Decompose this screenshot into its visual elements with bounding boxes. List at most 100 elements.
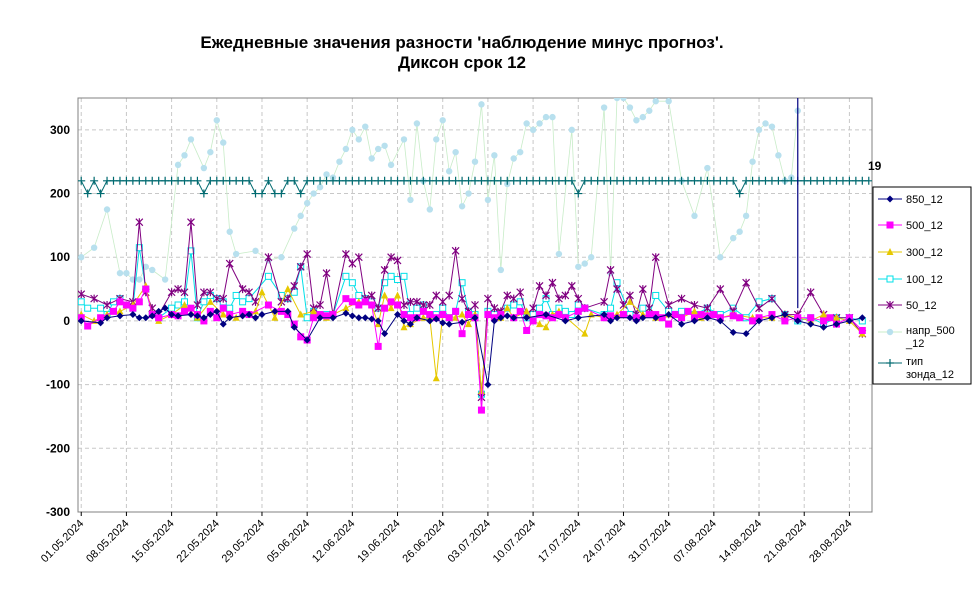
chart-title-line-1: Ежедневные значения разности 'наблюдение… <box>200 33 723 52</box>
point-100_12 <box>355 291 363 299</box>
point-tip_zonda_12 <box>264 176 273 185</box>
point-500_12 <box>129 304 137 312</box>
point-50_12 <box>225 259 234 268</box>
point-500_12 <box>458 330 466 338</box>
point-napr_500_12 <box>613 98 621 102</box>
point-850_12 <box>807 320 815 328</box>
legend-item-50_12: 50_12 <box>878 300 937 312</box>
point-500_12 <box>529 317 537 325</box>
point-50_12 <box>509 294 518 303</box>
point-300_12 <box>503 304 511 312</box>
point-500_12 <box>84 322 92 330</box>
point-850_12 <box>458 318 466 326</box>
point-500_12 <box>729 312 737 320</box>
legend-marker <box>886 301 894 309</box>
point-850_12 <box>832 320 840 328</box>
point-50_12 <box>645 304 654 313</box>
point-300_12 <box>310 307 318 315</box>
point-300_12 <box>116 307 124 315</box>
point-300_12 <box>206 297 214 305</box>
point-500_12 <box>665 320 673 328</box>
point-500_12 <box>536 311 544 319</box>
legend-label: 850_12 <box>906 194 943 206</box>
point-tip_zonda_12 <box>96 189 105 198</box>
point-napr_500_12 <box>536 120 543 127</box>
point-napr_500_12 <box>736 228 743 235</box>
point-850_12 <box>768 314 776 322</box>
point-napr_500_12 <box>181 152 188 159</box>
point-500_12 <box>310 314 318 322</box>
point-500_12 <box>155 314 163 322</box>
point-50_12 <box>354 253 363 262</box>
point-300_12 <box>181 301 189 308</box>
point-500_12 <box>342 295 350 303</box>
point-300_12 <box>342 304 350 312</box>
point-napr_500_12 <box>400 136 408 143</box>
point-850_12 <box>742 330 750 338</box>
point-napr_500_12 <box>639 113 647 121</box>
point-50_12 <box>742 278 751 287</box>
point-850_12 <box>400 317 408 325</box>
x-tick-label: 24.07.2024 <box>581 518 628 565</box>
point-100_12 <box>135 244 143 252</box>
point-50_12 <box>238 285 247 294</box>
point-napr_500_12 <box>581 260 588 267</box>
point-napr_500_12 <box>174 161 182 169</box>
point-tip_zonda_12 <box>277 189 286 198</box>
point-50_12 <box>554 294 563 303</box>
point-50_12 <box>367 291 376 300</box>
point-50_12 <box>206 288 215 297</box>
point-850_12 <box>561 317 569 325</box>
point-850_12 <box>394 311 402 319</box>
point-napr_500_12 <box>136 276 143 283</box>
point-500_12 <box>122 301 130 309</box>
point-850_12 <box>239 312 247 320</box>
point-50_12 <box>529 304 538 313</box>
point-napr_500_12 <box>775 152 782 159</box>
legend-label: напр_500 _12 <box>905 325 955 350</box>
point-500_12 <box>187 304 195 312</box>
legend-marker <box>886 275 894 283</box>
point-tip_zonda_12 <box>290 176 299 185</box>
legend-label: 300_12 <box>906 247 943 259</box>
y-tick-label: -200 <box>46 441 70 455</box>
point-850_12 <box>155 307 163 315</box>
point-50_12 <box>316 301 324 309</box>
point-100_12 <box>245 295 253 303</box>
point-300_12 <box>432 374 440 382</box>
point-500_12 <box>264 301 272 309</box>
point-850_12 <box>716 317 724 325</box>
point-napr_500_12 <box>523 120 530 127</box>
point-850_12 <box>607 317 615 325</box>
point-850_12 <box>484 381 492 389</box>
point-50_12 <box>606 265 615 274</box>
point-100_12 <box>303 314 311 322</box>
point-50_12 <box>290 281 299 290</box>
legend-label: 500_12 <box>906 220 943 232</box>
point-850_12 <box>794 317 802 325</box>
chart-title-line-2: Диксон срок 12 <box>398 53 526 72</box>
point-50_12 <box>303 250 312 259</box>
point-300_12 <box>381 291 389 299</box>
point-50_12 <box>516 288 525 297</box>
x-tick-label: 19.06.2024 <box>355 518 402 565</box>
x-tick-label: 08.05.2024 <box>84 518 131 565</box>
point-napr_500_12 <box>142 263 149 270</box>
point-850_12 <box>200 314 208 322</box>
point-850_12 <box>471 314 479 322</box>
point-500_12 <box>607 312 615 320</box>
point-napr_500_12 <box>103 206 111 213</box>
point-napr_500_12 <box>226 228 233 235</box>
point-napr_500_12 <box>717 254 724 261</box>
point-850_12 <box>284 307 292 315</box>
point-tip_zonda_12 <box>296 189 305 198</box>
point-500_12 <box>213 314 221 322</box>
point-500_12 <box>645 311 653 319</box>
point-50_12 <box>412 297 421 306</box>
point-napr_500_12 <box>587 254 595 261</box>
x-tick-label: 29.05.2024 <box>220 518 267 565</box>
y-tick-label: 200 <box>50 187 70 201</box>
point-850_12 <box>755 317 763 325</box>
x-tick-label: 07.08.2024 <box>672 518 719 565</box>
y-tick-label: 100 <box>50 250 70 264</box>
